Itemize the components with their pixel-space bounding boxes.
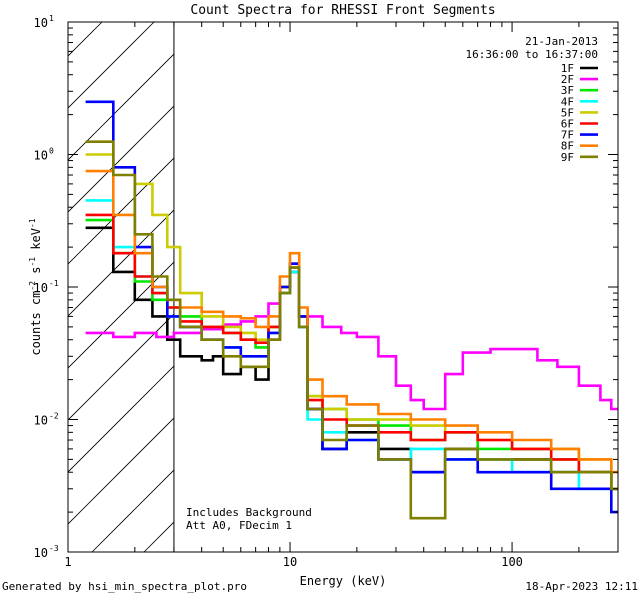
y-tick-label: 10	[34, 414, 48, 428]
x-tick-label: 10	[283, 555, 297, 569]
y-label-part: s	[29, 267, 43, 281]
legend-label: 1F	[561, 62, 574, 75]
series-line-9F	[85, 140, 618, 520]
series-line-7F	[85, 100, 618, 514]
y-tick-label: 10	[34, 149, 48, 163]
date-label: 21-Jan-2013	[525, 35, 598, 48]
legend-label: 6F	[561, 118, 574, 131]
series-layer	[85, 100, 618, 520]
y-tick-label: 10	[34, 281, 48, 295]
hatch-line	[68, 157, 174, 265]
legend-label: 7F	[561, 129, 574, 142]
chart-title: Count Spectra for RHESSI Front Segments	[190, 3, 495, 18]
y-label-exp: -1	[28, 257, 37, 267]
y-tick-exponent: -1	[49, 279, 59, 288]
series-line-2F	[85, 262, 618, 411]
axis-ticks	[67, 21, 619, 553]
y-label-part: keV	[29, 228, 43, 257]
y-tick-exponent: -2	[49, 412, 59, 421]
legend-label: 3F	[561, 84, 574, 97]
legend-label: 4F	[561, 95, 574, 108]
hatch-line	[0, 0, 120, 552]
series-line-4F	[85, 199, 618, 491]
legend-label: 9F	[561, 151, 574, 164]
y-tick-exponent: 1	[49, 14, 54, 23]
hatch-line	[68, 365, 174, 473]
legend-label: 5F	[561, 106, 574, 119]
y-label-exp: -1	[28, 218, 37, 228]
hatch-line	[68, 313, 174, 421]
timestamp-label: 18-Apr-2023 12:11	[525, 580, 638, 593]
y-tick-label: 10	[34, 546, 48, 560]
annotation-attenuator: Att A0, FDecim 1	[186, 519, 292, 532]
legend-label: 2F	[561, 73, 574, 86]
hatch-region	[0, 0, 175, 552]
y-tick-exponent: -3	[49, 544, 59, 553]
x-tick-label: 100	[501, 555, 523, 569]
annotation-background: Includes Background	[186, 506, 312, 519]
hatch-line	[68, 22, 155, 109]
legend-label: 8F	[561, 140, 574, 153]
x-tick-label: 1	[64, 555, 71, 569]
generated-by-label: Generated by hsi_min_spectra_plot.pro	[2, 580, 248, 593]
y-axis-label: counts cm-2 s-1 keV-1	[28, 218, 43, 355]
y-label-part: counts cm	[29, 291, 43, 356]
x-tick-labels: 1 10 100	[64, 555, 523, 569]
hatch-line	[68, 22, 103, 57]
y-label-exp: -2	[28, 281, 37, 291]
time-range-label: 16:36:00 to 16:37:00	[466, 48, 598, 61]
y-tick-label: 10	[34, 16, 48, 30]
x-axis-label: Energy (keV)	[300, 574, 387, 588]
hatch-line	[68, 209, 174, 317]
y-tick-exponent: 0	[49, 147, 54, 156]
hatch-line	[68, 417, 174, 525]
